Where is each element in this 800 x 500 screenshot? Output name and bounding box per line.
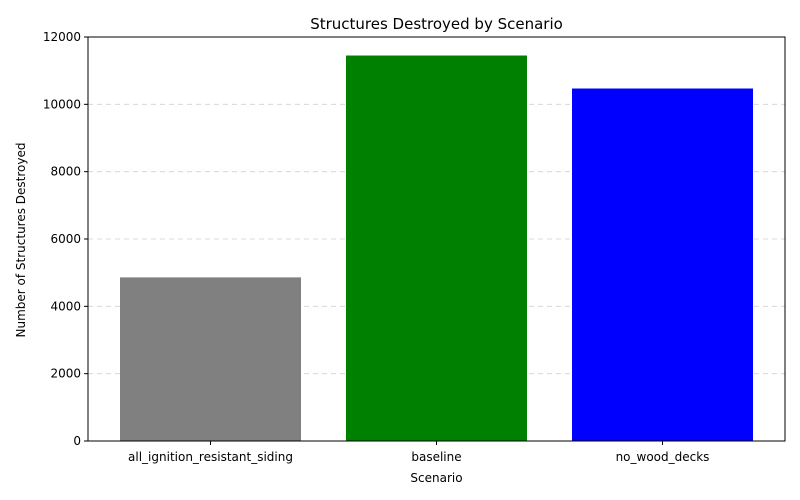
bar-no-wood-decks [572,88,753,441]
y-tick-label: 4000 [50,299,81,313]
x-tick-label: no_wood_decks [616,450,710,464]
y-tick-label: 8000 [50,165,81,179]
bars [120,55,753,442]
x-tick-labels: all_ignition_resistant_siding baseline no_… [128,450,709,464]
x-axis-label: Scenario [410,471,462,485]
y-tick-label: 12000 [43,30,81,44]
y-tick-label: 6000 [50,232,81,246]
bar-baseline [346,55,527,442]
x-tick-label: baseline [411,450,461,464]
y-axis-label: Number of Structures Destroyed [14,143,28,338]
plot-frame [87,36,786,442]
chart-title: Structures Destroyed by Scenario [310,15,563,33]
x-tick-label: all_ignition_resistant_siding [128,450,293,464]
bar-all-ignition-resistant-siding [120,277,301,441]
y-tick-labels: 0 2000 4000 6000 8000 10000 12000 [43,30,81,448]
y-tick-label: 10000 [43,97,81,111]
y-tick-label: 2000 [50,367,81,381]
axes [84,36,786,445]
y-tick-label: 0 [73,434,81,448]
